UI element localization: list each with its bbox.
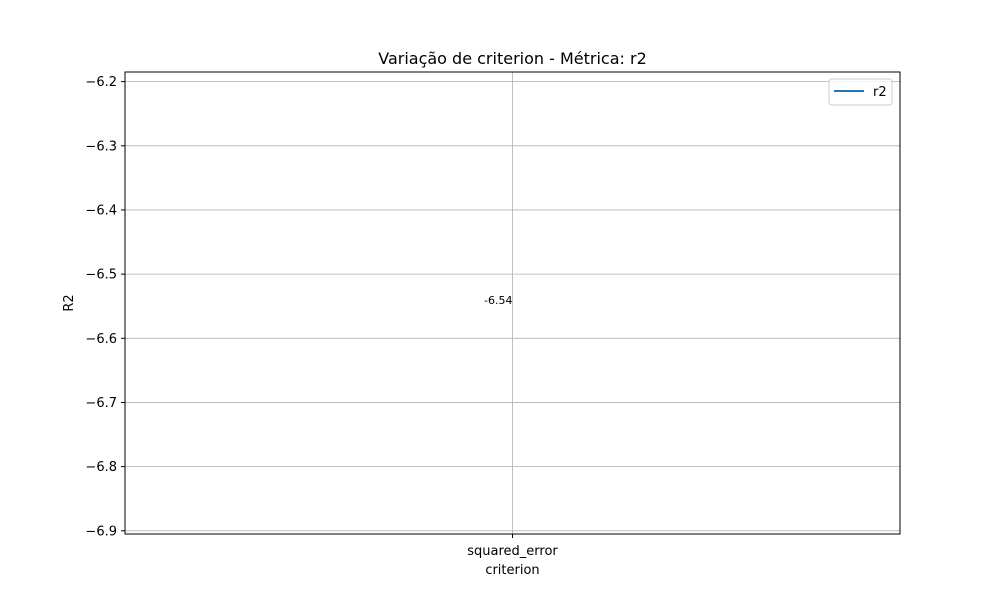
y-tick-label: −6.6 (85, 332, 117, 347)
y-tick-label: −6.3 (85, 139, 117, 154)
labels-layer: −6.9 −6.8 −6.7 −6.6 −6.5 −6.4 −6.3 −6.2 squared_… (85, 75, 558, 559)
grid-layer (125, 72, 900, 534)
y-tick-label: −6.7 (85, 396, 117, 411)
x-tick-label: squared_error (467, 544, 558, 559)
y-tick-label: −6.8 (85, 460, 117, 475)
ticks-layer (121, 81, 513, 538)
chart-title: Variação de criterion - Métrica: r2 (378, 49, 647, 68)
legend-label-r2: r2 (873, 85, 887, 100)
y-tick-label: −6.9 (85, 524, 117, 539)
y-tick-label: −6.2 (85, 75, 117, 90)
y-tick-label: −6.4 (85, 203, 117, 218)
data-label: -6.54 (484, 294, 512, 307)
y-tick-label: −6.5 (85, 268, 117, 283)
y-axis-label: R2 (62, 294, 77, 311)
x-axis-label: criterion (485, 563, 539, 578)
legend: r2 (828, 78, 893, 106)
